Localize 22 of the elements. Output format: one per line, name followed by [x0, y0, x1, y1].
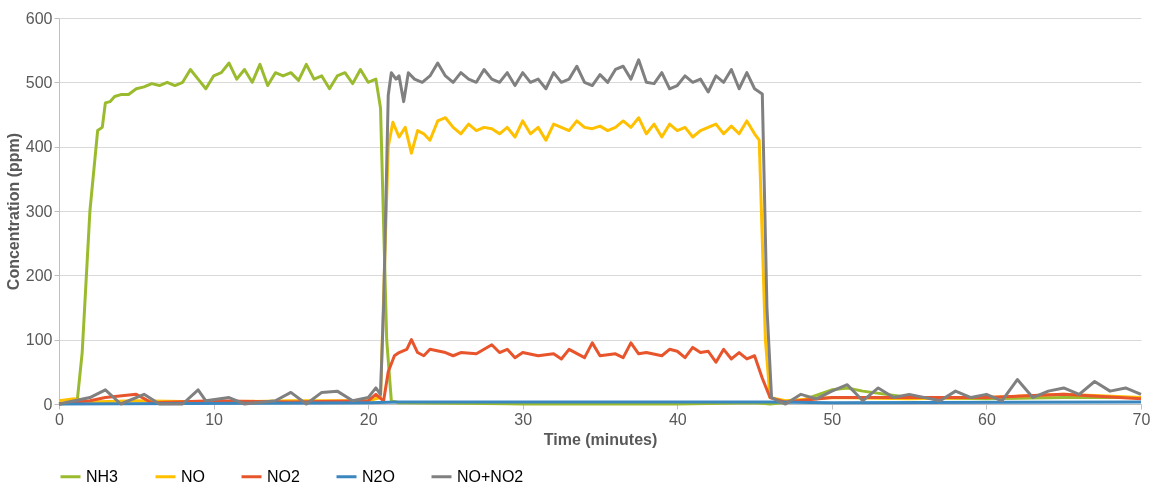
legend-label: NH3 — [86, 467, 119, 485]
x-tick-label: 50 — [823, 410, 842, 428]
x-tick-label: 40 — [668, 410, 687, 428]
y-tick-label: 100 — [25, 331, 53, 349]
y-tick-label: 500 — [25, 73, 53, 91]
y-tick-label: 300 — [25, 202, 53, 220]
x-tick-label: 10 — [205, 410, 224, 428]
x-tick-label: 70 — [1132, 410, 1151, 428]
y-tick-label: 600 — [25, 9, 53, 27]
y-tick-label: 0 — [43, 395, 53, 413]
y-tick-label: 400 — [25, 138, 53, 156]
x-tick-label: 20 — [359, 410, 378, 428]
x-tick-label: 0 — [55, 410, 65, 428]
legend-label: NO — [181, 467, 205, 485]
y-tick-label: 200 — [25, 266, 53, 284]
legend-label: N2O — [362, 467, 395, 485]
y-axis-title: Concentration (ppm) — [4, 132, 22, 291]
legend-label: NO2 — [267, 467, 300, 485]
legend-label: NO+NO2 — [457, 467, 524, 485]
x-tick-label: 30 — [514, 410, 533, 428]
x-tick-label: 60 — [978, 410, 996, 428]
x-axis-title: Time (minutes) — [543, 430, 658, 448]
